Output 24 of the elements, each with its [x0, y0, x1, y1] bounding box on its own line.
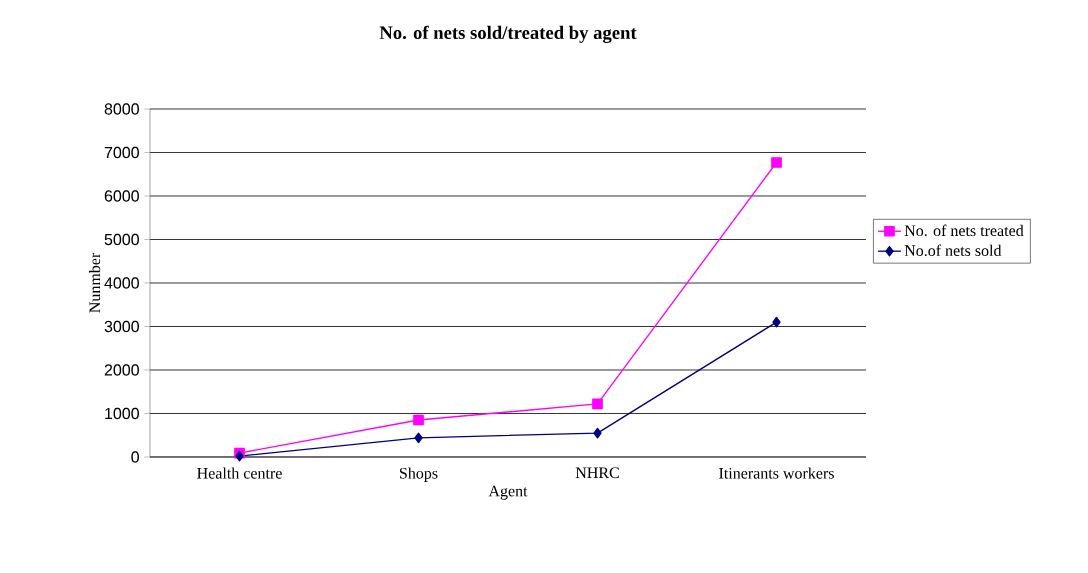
point [414, 432, 423, 444]
point [771, 157, 782, 168]
point [593, 427, 602, 439]
x-tick-label: Shops [400, 467, 438, 482]
x-axis-title: Agent [488, 485, 528, 500]
y-tick-label: 3000 [104, 320, 139, 333]
x-tick-label: Itinerants workers [719, 467, 834, 479]
y-tick-label: 7000 [104, 146, 139, 159]
point [772, 316, 781, 328]
y-axis-title: Nunmber [88, 252, 101, 313]
chart-title: No. of nets sold/treated by agent [379, 25, 637, 43]
y-tick-label: 5000 [104, 233, 139, 246]
x-tick-label: Health centre [197, 467, 282, 479]
y-tick-label: 2000 [104, 364, 139, 376]
point [592, 398, 603, 410]
y-tick-label: 4000 [104, 277, 139, 289]
legend-label: No. of nets treated [904, 224, 1024, 237]
x-tick-label: NHRC [575, 467, 619, 479]
legend-label: No.of nets sold [904, 244, 1002, 257]
y-tick-label: 0 [131, 451, 139, 463]
point [413, 414, 424, 426]
y-tick-label: 1000 [105, 407, 139, 420]
y-tick-label: 6000 [104, 190, 139, 202]
y-tick-label: 8000 [104, 103, 139, 115]
